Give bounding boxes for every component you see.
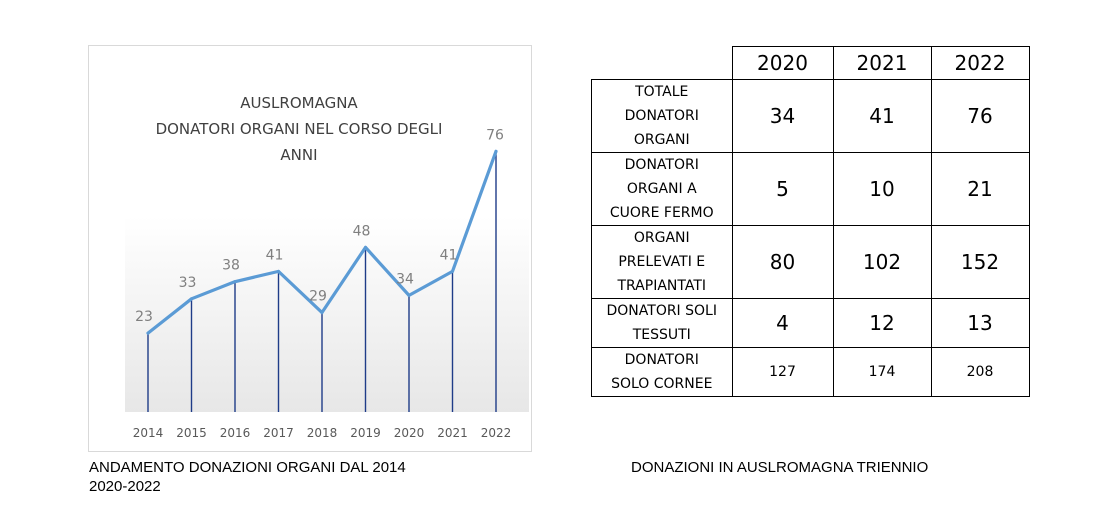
drop-lines bbox=[147, 151, 497, 412]
data-labels: 23 33 38 41 29 48 34 41 76 bbox=[135, 127, 504, 325]
table-row: DONATORI ORGANI A CUORE FERMO 5 10 21 bbox=[591, 152, 1030, 226]
chart-title: AUSLROMAGNA DONATORI ORGANI NEL CORSO DEG… bbox=[156, 94, 443, 164]
data-label-2015: 33 bbox=[179, 275, 197, 291]
line-chart: AUSLROMAGNA DONATORI ORGANI NEL CORSO DEG… bbox=[125, 94, 529, 440]
table-cell-2021: 102 bbox=[832, 225, 932, 299]
row-header: DONATORI ORGANI A CUORE FERMO bbox=[591, 152, 733, 226]
table-cell-2020: 80 bbox=[731, 225, 834, 299]
table-row: DONATORI SOLO CORNEE 127 174 208 bbox=[591, 347, 1030, 397]
table-cell-2020: 127 bbox=[731, 347, 834, 397]
data-label-2022: 76 bbox=[486, 127, 504, 143]
table-row: ORGANI PRELEVATI E TRAPIANTATI 80 102 152 bbox=[591, 225, 1030, 299]
plot-area bbox=[125, 216, 529, 412]
x-tick-2020: 2020 bbox=[394, 426, 425, 440]
table-row: DONATORI SOLI TESSUTI 4 12 13 bbox=[591, 298, 1030, 348]
table-cell-2020: 34 bbox=[731, 79, 834, 153]
data-label-2021: 41 bbox=[440, 247, 458, 263]
data-label-2016: 38 bbox=[222, 258, 240, 274]
data-point-2022 bbox=[494, 149, 498, 153]
table-cell-2020: 5 bbox=[731, 152, 834, 226]
table-body: TOTALE DONATORI ORGANI 34 41 76 DONATORI ORGANI… bbox=[591, 79, 1030, 397]
x-tick-2015: 2015 bbox=[176, 426, 207, 440]
chart-title-line-1: AUSLROMAGNA bbox=[240, 94, 358, 112]
table-cell-2022: 208 bbox=[930, 347, 1030, 397]
x-tick-2021: 2021 bbox=[437, 426, 468, 440]
row-header-line: DONATORI SOLI bbox=[606, 303, 717, 319]
row-header: ORGANI PRELEVATI E TRAPIANTATI bbox=[591, 225, 733, 299]
chart-caption: ANDAMENTO DONAZIONI ORGANI DAL 2014 2020… bbox=[89, 458, 529, 496]
row-header-line: DONATORI bbox=[624, 352, 699, 368]
table-cell-2022: 76 bbox=[930, 79, 1030, 153]
row-header: TOTALE DONATORI ORGANI bbox=[591, 79, 733, 153]
data-point-2014 bbox=[146, 331, 150, 335]
data-point-2018 bbox=[320, 311, 324, 315]
table-cell-2020: 4 bbox=[731, 298, 834, 348]
data-label-2014: 23 bbox=[135, 309, 153, 325]
table-cell-2021: 10 bbox=[832, 152, 932, 226]
table-cell-2022: 21 bbox=[930, 152, 1030, 226]
x-axis-tick-labels: 2014 2015 2016 2017 2018 2019 2020 2021 2022 bbox=[133, 426, 512, 440]
row-header: DONATORI SOLI TESSUTI bbox=[591, 298, 733, 348]
data-point-2017 bbox=[277, 269, 280, 273]
data-point-2019 bbox=[364, 245, 367, 249]
data-point-2021 bbox=[451, 269, 454, 273]
donations-table: 2020 2021 2022 TOTALE DONATORI ORGANI 34 41 7… bbox=[591, 46, 1030, 397]
row-header-line: TESSUTI bbox=[632, 327, 691, 343]
table-caption: DONAZIONI IN AUSLROMAGNA TRIENNIO bbox=[631, 459, 929, 476]
table-cell-2021: 12 bbox=[832, 298, 932, 348]
line-chart-panel: AUSLROMAGNA DONATORI ORGANI NEL CORSO DEG… bbox=[88, 45, 532, 452]
table-header-row: 2020 2021 2022 bbox=[592, 46, 1030, 80]
series-line bbox=[146, 149, 498, 335]
row-header: DONATORI SOLO CORNEE bbox=[591, 347, 733, 397]
data-point-2016 bbox=[233, 280, 237, 284]
chart-title-line-2: DONATORI ORGANI NEL CORSO DEGLI bbox=[156, 120, 443, 138]
column-header-2020: 2020 bbox=[731, 46, 834, 80]
data-point-2015 bbox=[190, 297, 193, 301]
x-tick-2016: 2016 bbox=[220, 426, 251, 440]
row-header-line: CUORE FERMO bbox=[609, 205, 714, 221]
row-header-line: ORGANI bbox=[633, 230, 690, 246]
row-header-line: DONATORI bbox=[624, 157, 699, 173]
row-header-line: SOLO CORNEE bbox=[611, 376, 713, 392]
x-tick-2022: 2022 bbox=[481, 426, 512, 440]
chart-caption-line-2: 2020-2022 bbox=[89, 478, 161, 495]
data-point-2020 bbox=[407, 293, 411, 297]
x-tick-2019: 2019 bbox=[350, 426, 381, 440]
row-header-line: ORGANI bbox=[633, 132, 690, 148]
x-tick-2017: 2017 bbox=[263, 426, 294, 440]
table-cell-2022: 13 bbox=[930, 298, 1030, 348]
chart-title-line-3: ANNI bbox=[280, 146, 317, 164]
column-header-2022: 2022 bbox=[930, 46, 1030, 80]
column-header-2021: 2021 bbox=[832, 46, 932, 80]
row-header-line: PRELEVATI E bbox=[618, 254, 706, 270]
row-header-line: TOTALE bbox=[635, 84, 689, 100]
x-tick-2018: 2018 bbox=[307, 426, 338, 440]
data-label-2020: 34 bbox=[396, 271, 414, 287]
row-header-line: ORGANI A bbox=[626, 181, 697, 197]
table-cell-2021: 41 bbox=[832, 79, 932, 153]
x-tick-2014: 2014 bbox=[133, 426, 164, 440]
table-cell-2021: 174 bbox=[832, 347, 932, 397]
table-corner-cell bbox=[592, 47, 733, 80]
data-label-2019: 48 bbox=[353, 223, 371, 239]
row-header-line: TRAPIANTATI bbox=[617, 278, 707, 294]
table-row: TOTALE DONATORI ORGANI 34 41 76 bbox=[591, 79, 1030, 153]
row-header-line: DONATORI bbox=[624, 108, 699, 124]
table-cell-2022: 152 bbox=[930, 225, 1030, 299]
data-label-2017: 41 bbox=[266, 247, 284, 263]
chart-caption-line-1: ANDAMENTO DONAZIONI ORGANI DAL 2014 bbox=[89, 459, 406, 476]
data-label-2018: 29 bbox=[309, 289, 327, 305]
